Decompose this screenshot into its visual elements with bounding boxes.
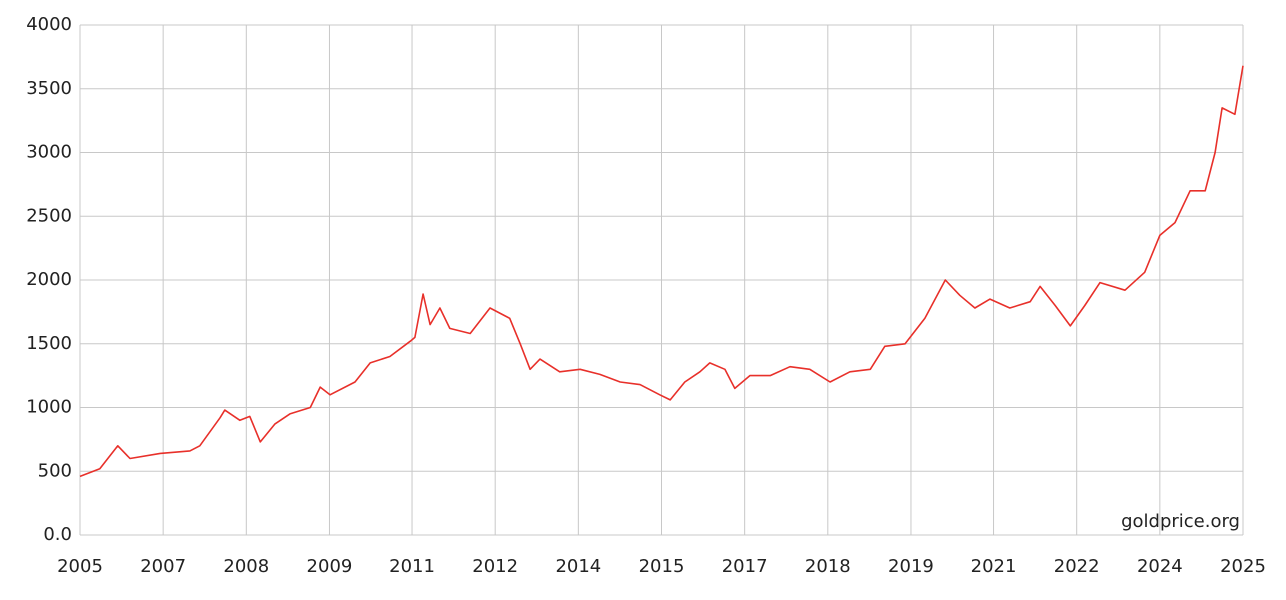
y-tick-label: 2500 xyxy=(26,205,72,226)
price-line xyxy=(79,65,1244,478)
y-tick-label: 500 xyxy=(38,460,72,481)
x-tick-label: 2019 xyxy=(888,556,934,577)
y-tick-label: 3000 xyxy=(26,142,72,163)
x-tick-label: 2007 xyxy=(140,556,186,577)
y-tick-label: 4000 xyxy=(26,14,72,35)
watermark: goldprice.org xyxy=(1121,511,1240,532)
x-tick-label: 2014 xyxy=(555,556,601,577)
x-tick-label: 2015 xyxy=(639,556,685,577)
x-tick-label: 2011 xyxy=(389,556,435,577)
x-tick-label: 2017 xyxy=(722,556,768,577)
y-tick-label: 1500 xyxy=(26,333,72,354)
y-tick-label: 3500 xyxy=(26,78,72,99)
x-tick-label: 2021 xyxy=(971,556,1017,577)
y-tick-label: 2000 xyxy=(26,269,72,290)
y-tick-label: 1000 xyxy=(26,397,72,418)
y-tick-label: 0.0 xyxy=(43,524,72,545)
x-tick-label: 2009 xyxy=(307,556,353,577)
x-tick-label: 2024 xyxy=(1137,556,1183,577)
x-tick-label: 2022 xyxy=(1054,556,1100,577)
x-tick-label: 2008 xyxy=(223,556,269,577)
x-tick-label: 2005 xyxy=(57,556,103,577)
x-tick-label: 2018 xyxy=(805,556,851,577)
x-tick-label: 2025 xyxy=(1220,556,1266,577)
x-tick-label: 2012 xyxy=(472,556,518,577)
